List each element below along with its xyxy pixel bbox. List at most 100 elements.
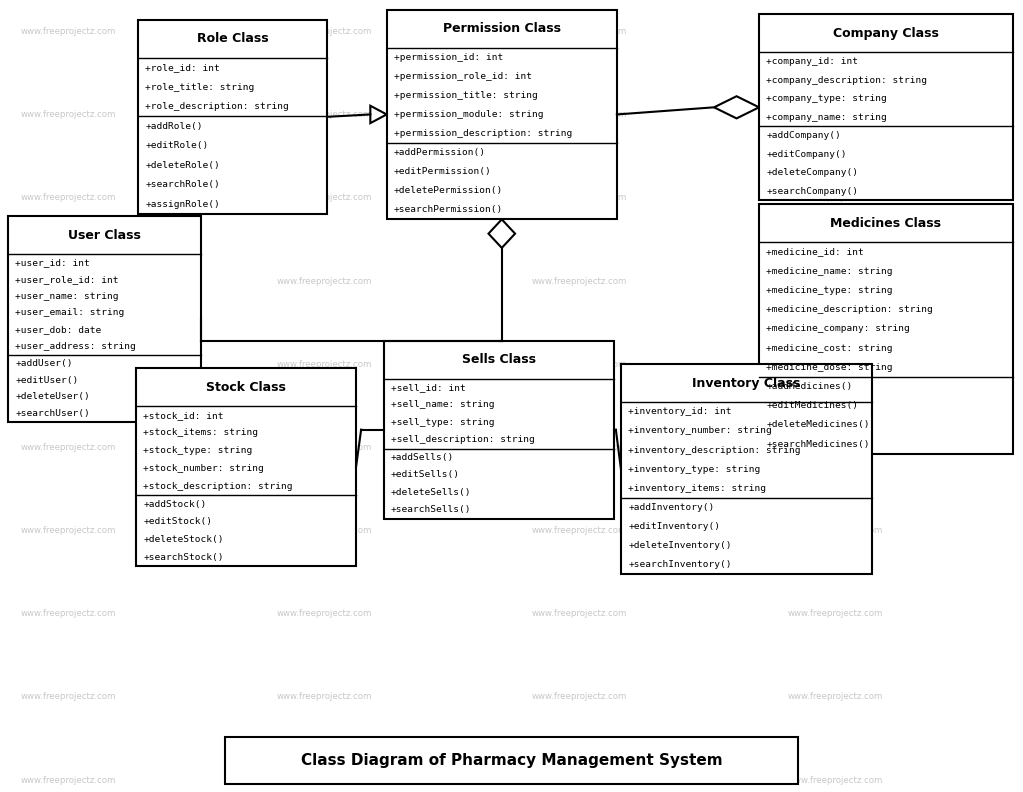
Text: +searchCompany(): +searchCompany() <box>766 187 858 196</box>
Text: +user_name: string: +user_name: string <box>15 291 119 301</box>
Text: +user_dob: date: +user_dob: date <box>15 326 101 334</box>
Text: +stock_items: string: +stock_items: string <box>143 428 258 437</box>
Text: www.freeprojectz.com: www.freeprojectz.com <box>532 526 627 535</box>
Text: www.freeprojectz.com: www.freeprojectz.com <box>20 360 116 369</box>
Text: www.freeprojectz.com: www.freeprojectz.com <box>20 526 116 535</box>
Text: www.freeprojectz.com: www.freeprojectz.com <box>532 360 627 369</box>
Text: +editCompany(): +editCompany() <box>766 150 847 158</box>
Text: +inventory_items: string: +inventory_items: string <box>628 484 766 493</box>
Text: www.freeprojectz.com: www.freeprojectz.com <box>276 526 371 535</box>
Text: +role_id: int: +role_id: int <box>145 63 220 72</box>
Text: +medicine_dose: string: +medicine_dose: string <box>766 363 893 371</box>
Text: www.freeprojectz.com: www.freeprojectz.com <box>276 692 371 702</box>
Text: www.freeprojectz.com: www.freeprojectz.com <box>20 110 116 120</box>
Bar <box>225 737 798 784</box>
Bar <box>138 20 327 214</box>
Text: www.freeprojectz.com: www.freeprojectz.com <box>20 775 116 785</box>
Text: +user_id: int: +user_id: int <box>15 258 90 267</box>
Text: +addCompany(): +addCompany() <box>766 131 841 140</box>
Bar <box>136 368 356 566</box>
Text: +editMedicines(): +editMedicines() <box>766 402 858 410</box>
Text: +searchPermission(): +searchPermission() <box>394 205 503 215</box>
Text: www.freeprojectz.com: www.freeprojectz.com <box>20 692 116 702</box>
Text: www.freeprojectz.com: www.freeprojectz.com <box>788 443 883 452</box>
Text: +editUser(): +editUser() <box>15 375 79 385</box>
Bar <box>621 364 872 574</box>
Text: +inventory_description: string: +inventory_description: string <box>628 446 801 455</box>
Text: +inventory_number: string: +inventory_number: string <box>628 426 772 436</box>
Text: +editStock(): +editStock() <box>143 517 212 527</box>
Text: Inventory Class: Inventory Class <box>693 377 800 390</box>
Text: +medicine_id: int: +medicine_id: int <box>766 247 864 257</box>
Text: +permission_title: string: +permission_title: string <box>394 91 538 100</box>
Text: www.freeprojectz.com: www.freeprojectz.com <box>532 775 627 785</box>
Text: Class Diagram of Pharmacy Management System: Class Diagram of Pharmacy Management Sys… <box>301 753 722 767</box>
Text: +permission_description: string: +permission_description: string <box>394 129 572 138</box>
Text: +deleteInventory(): +deleteInventory() <box>628 541 731 550</box>
Bar <box>759 14 1013 200</box>
Text: www.freeprojectz.com: www.freeprojectz.com <box>788 360 883 369</box>
Text: +user_email: string: +user_email: string <box>15 309 125 318</box>
Text: +company_id: int: +company_id: int <box>766 57 858 66</box>
Text: +permission_role_id: int: +permission_role_id: int <box>394 71 532 81</box>
Text: www.freeprojectz.com: www.freeprojectz.com <box>276 276 371 286</box>
Text: +medicine_company: string: +medicine_company: string <box>766 325 910 333</box>
Text: +deleteMedicines(): +deleteMedicines() <box>766 421 870 429</box>
Text: +inventory_type: string: +inventory_type: string <box>628 465 760 474</box>
Text: +medicine_type: string: +medicine_type: string <box>766 286 893 295</box>
Text: +stock_description: string: +stock_description: string <box>143 482 293 491</box>
Text: www.freeprojectz.com: www.freeprojectz.com <box>276 775 371 785</box>
Text: www.freeprojectz.com: www.freeprojectz.com <box>788 692 883 702</box>
Text: +addInventory(): +addInventory() <box>628 503 714 512</box>
Text: +editSells(): +editSells() <box>391 470 459 479</box>
Text: www.freeprojectz.com: www.freeprojectz.com <box>532 27 627 36</box>
Text: +medicine_name: string: +medicine_name: string <box>766 267 893 276</box>
Text: +medicine_description: string: +medicine_description: string <box>766 305 933 314</box>
Bar <box>387 10 617 219</box>
Text: +sell_description: string: +sell_description: string <box>391 436 535 444</box>
Text: +deleteUser(): +deleteUser() <box>15 393 90 402</box>
Text: +searchSells(): +searchSells() <box>391 505 472 515</box>
Text: www.freeprojectz.com: www.freeprojectz.com <box>532 692 627 702</box>
Text: Role Class: Role Class <box>196 32 269 45</box>
Text: www.freeprojectz.com: www.freeprojectz.com <box>532 193 627 203</box>
Text: +addRole(): +addRole() <box>145 122 203 131</box>
Text: +deleteSells(): +deleteSells() <box>391 488 472 497</box>
Text: +editInventory(): +editInventory() <box>628 522 720 531</box>
Text: www.freeprojectz.com: www.freeprojectz.com <box>276 27 371 36</box>
Text: +medicine_cost: string: +medicine_cost: string <box>766 344 893 352</box>
Text: www.freeprojectz.com: www.freeprojectz.com <box>532 443 627 452</box>
Text: +assignRole(): +assignRole() <box>145 200 220 208</box>
Text: +permission_id: int: +permission_id: int <box>394 52 503 62</box>
Bar <box>759 204 1013 454</box>
Bar <box>8 216 201 422</box>
Text: Medicines Class: Medicines Class <box>831 217 941 230</box>
Bar <box>384 341 614 519</box>
Text: +addUser(): +addUser() <box>15 359 73 367</box>
Text: +inventory_id: int: +inventory_id: int <box>628 407 731 417</box>
Text: +editRole(): +editRole() <box>145 141 209 150</box>
Text: +editPermission(): +editPermission() <box>394 167 492 176</box>
Text: www.freeprojectz.com: www.freeprojectz.com <box>532 276 627 286</box>
Text: www.freeprojectz.com: www.freeprojectz.com <box>788 27 883 36</box>
Text: www.freeprojectz.com: www.freeprojectz.com <box>788 609 883 619</box>
Text: www.freeprojectz.com: www.freeprojectz.com <box>788 276 883 286</box>
Text: +sell_type: string: +sell_type: string <box>391 418 494 427</box>
Text: +user_role_id: int: +user_role_id: int <box>15 275 119 284</box>
Text: +permission_module: string: +permission_module: string <box>394 110 543 119</box>
Text: +company_description: string: +company_description: string <box>766 75 927 85</box>
Text: +company_type: string: +company_type: string <box>766 94 887 103</box>
Text: +addSells(): +addSells() <box>391 453 454 462</box>
Text: +addPermission(): +addPermission() <box>394 148 486 157</box>
Text: +sell_id: int: +sell_id: int <box>391 383 465 392</box>
Text: +addStock(): +addStock() <box>143 500 207 508</box>
Text: +stock_number: string: +stock_number: string <box>143 464 264 473</box>
Text: www.freeprojectz.com: www.freeprojectz.com <box>276 193 371 203</box>
Text: www.freeprojectz.com: www.freeprojectz.com <box>276 360 371 369</box>
Text: +stock_id: int: +stock_id: int <box>143 411 224 420</box>
Text: www.freeprojectz.com: www.freeprojectz.com <box>276 110 371 120</box>
Text: +role_description: string: +role_description: string <box>145 102 290 111</box>
Text: +searchStock(): +searchStock() <box>143 553 224 562</box>
Text: www.freeprojectz.com: www.freeprojectz.com <box>20 193 116 203</box>
Text: www.freeprojectz.com: www.freeprojectz.com <box>20 609 116 619</box>
